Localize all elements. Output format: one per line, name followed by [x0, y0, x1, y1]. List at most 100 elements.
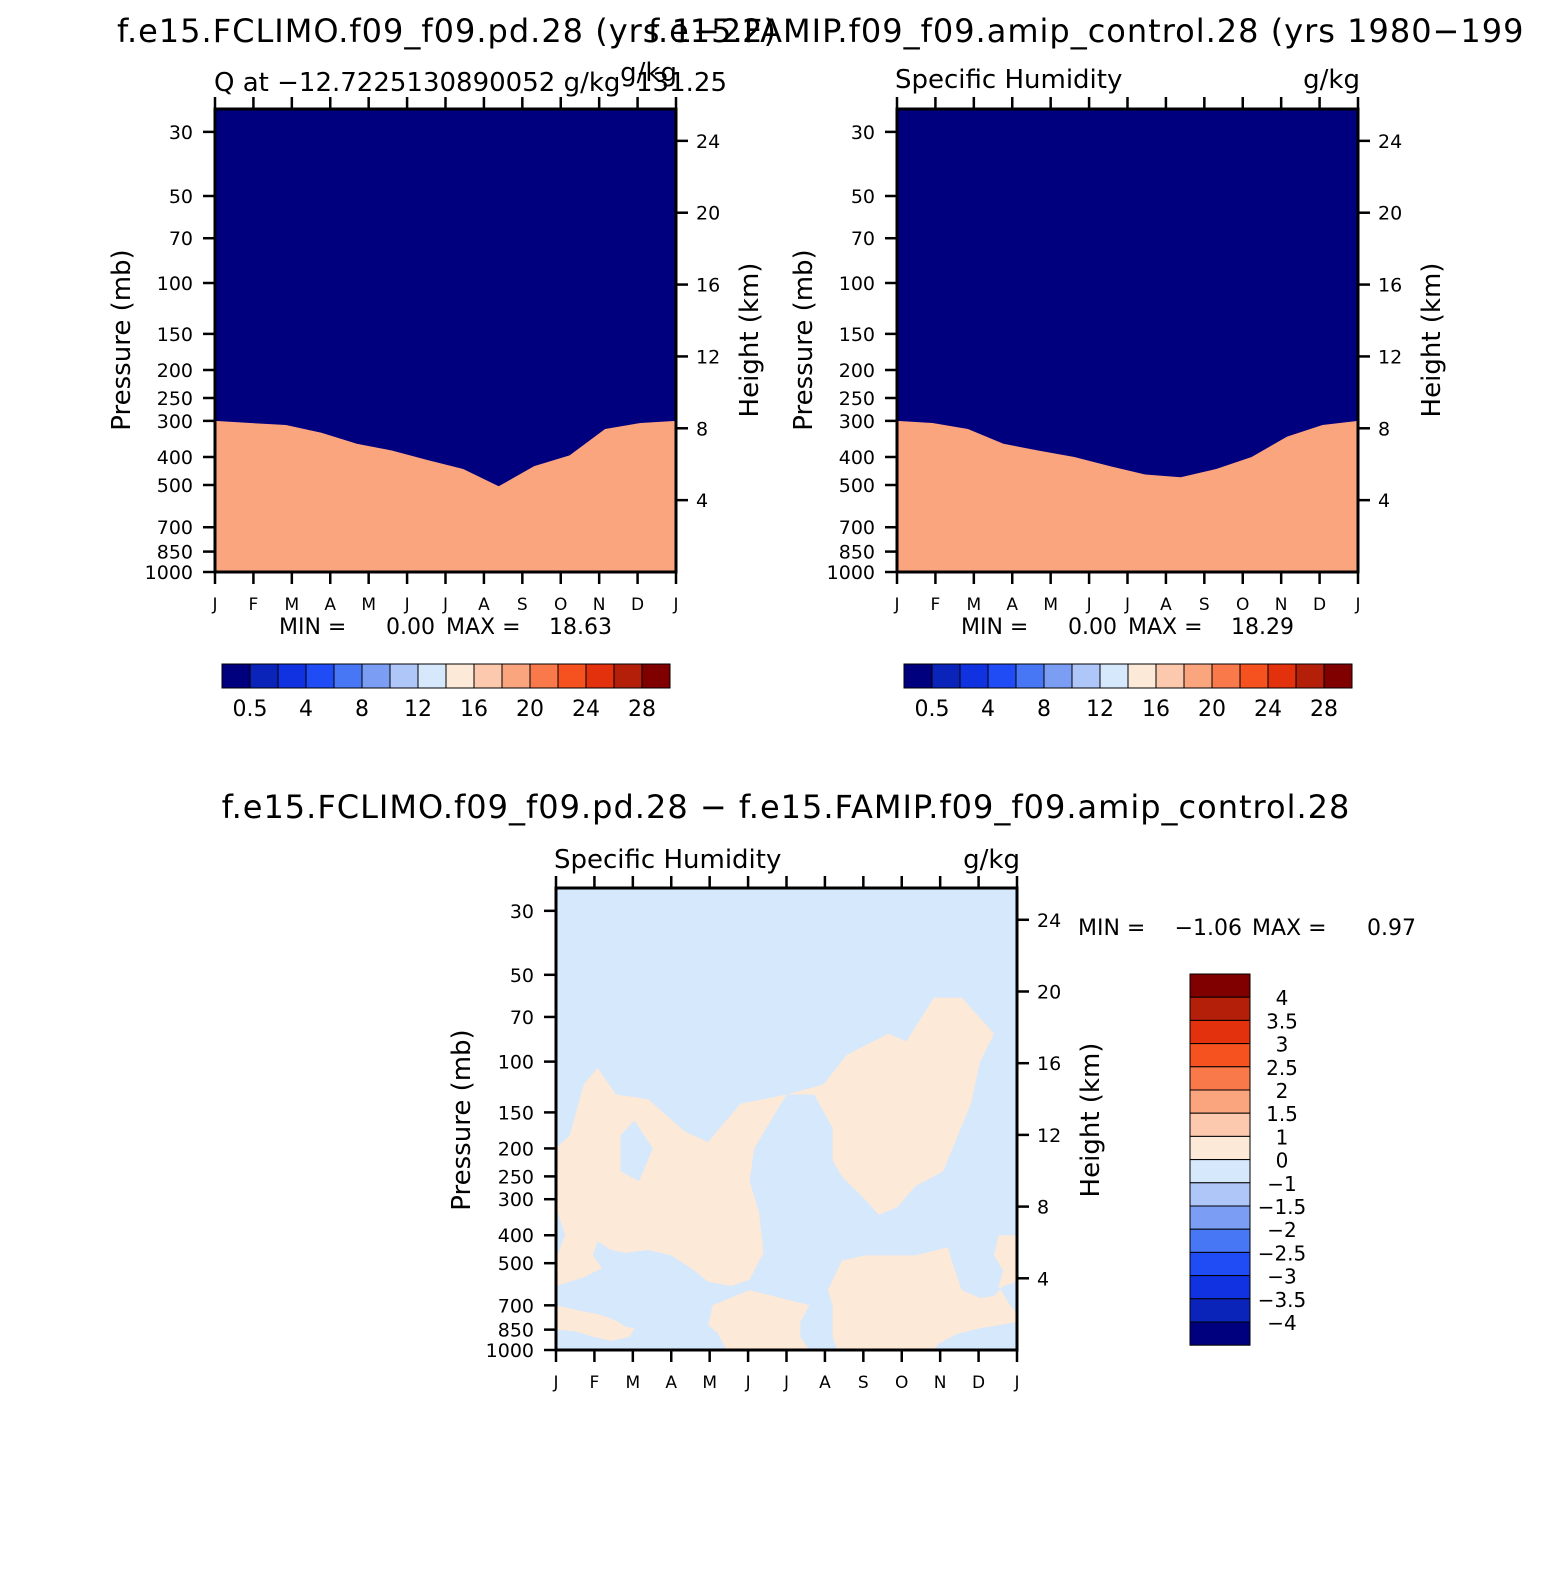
colorbar-label: 24 [1254, 697, 1282, 722]
x-tick-label: D [631, 595, 644, 615]
colorbar-swatch [585, 663, 615, 689]
panel-2-contour-fill [897, 109, 1358, 572]
colorbar-label: −3.5 [1258, 1288, 1307, 1312]
y-tick-label: 70 [169, 228, 193, 250]
x-tick-label: J [672, 595, 678, 615]
colorbar-label: 16 [1142, 697, 1170, 722]
x-tick-label: J [211, 595, 217, 615]
colorbar-swatch [305, 663, 335, 689]
x-tick-label: A [1006, 595, 1018, 615]
y-tick-label: 1000 [145, 562, 193, 584]
panel-2-ylabel: Pressure (mb) [789, 249, 819, 430]
x-tick-label: J [893, 595, 899, 615]
colorbar-label: 12 [1086, 697, 1114, 722]
y-tick-label: 30 [851, 122, 875, 144]
y-tick-label: 250 [839, 388, 875, 410]
panel-1-colorbar: 0.5 4 8 12 16 20 24 28 [221, 663, 671, 722]
colorbar-label: 4 [1276, 986, 1289, 1010]
y-right-tick-label: 20 [1037, 981, 1061, 1003]
y-tick-label: 850 [498, 1320, 534, 1342]
colorbar-swatch [1267, 663, 1297, 689]
colorbar-swatch [1189, 1205, 1251, 1230]
y-tick-label: 400 [157, 447, 193, 469]
colorbar-label: −2.5 [1258, 1241, 1307, 1265]
y-tick-label: 300 [157, 411, 193, 433]
panel-2-max-value: 18.29 [1231, 615, 1294, 640]
y-tick-label: 70 [510, 1007, 534, 1029]
x-tick-label: M [1043, 595, 1058, 615]
y-tick-label: 1000 [486, 1340, 534, 1362]
y-right-tick-label: 12 [1378, 346, 1402, 368]
y-right-tick-label: 8 [1037, 1197, 1049, 1219]
x-tick-label: A [478, 595, 490, 615]
colorbar-swatch [1189, 1228, 1251, 1253]
panel-3-title: f.e15.FCLIMO.f09_f09.pd.28 − f.e15.FAMIP… [222, 788, 1351, 826]
y-tick-label: 400 [839, 447, 875, 469]
y-tick-label: 50 [851, 186, 875, 208]
contour-band-0.5 [215, 420, 676, 572]
x-tick-label: F [590, 1373, 600, 1393]
x-tick-label: S [858, 1373, 869, 1393]
colorbar-swatch [557, 663, 587, 689]
x-tick-label: N [934, 1373, 947, 1393]
x-tick-label: D [1313, 595, 1326, 615]
panel-1-plot: Q at −12.7225130890052 g/kg 131.25 g/kg … [107, 58, 765, 722]
y-right-tick-label: 4 [1037, 1268, 1049, 1290]
y-right-tick-label: 16 [1378, 275, 1402, 297]
colorbar-swatch [529, 663, 559, 689]
diff-band-positive-1 [828, 1235, 1017, 1350]
x-tick-label: A [324, 595, 336, 615]
panel-2-min-label: MIN = [961, 615, 1028, 640]
colorbar-label: 0 [1276, 1149, 1289, 1173]
y-tick-label: 300 [839, 411, 875, 433]
y-tick-label: 850 [157, 542, 193, 564]
y-right-tick-label: 8 [696, 418, 708, 440]
panel-3-colorbar: 43.532.521.510−1−1.5−2−2.5−3−3.5−4 [1189, 973, 1307, 1346]
panel-3-ylabel: Pressure (mb) [447, 1029, 477, 1210]
y-tick-label: 700 [839, 517, 875, 539]
y-tick-label: 200 [839, 360, 875, 382]
y-tick-label: 100 [157, 273, 193, 295]
colorbar-swatch [1189, 1066, 1251, 1091]
colorbar-label: −1.5 [1258, 1195, 1307, 1219]
colorbar-swatch [1189, 1321, 1251, 1346]
colorbar-swatch [613, 663, 643, 689]
panel-1-subtitle-overlap: 131.25 [636, 68, 727, 98]
colorbar-swatch [1189, 973, 1251, 998]
panel-1-min-value: 0.00 [386, 615, 435, 640]
colorbar-label: 0.5 [233, 697, 268, 722]
y-tick-label: 50 [169, 186, 193, 208]
colorbar-swatch [1189, 1043, 1251, 1068]
y-tick-label: 250 [498, 1166, 534, 1188]
y-tick-label: 70 [851, 228, 875, 250]
panel-3-subtitle-left: Specific Humidity [554, 845, 781, 875]
y-right-tick-label: 20 [696, 203, 720, 225]
colorbar-swatch [1189, 1275, 1251, 1300]
y-tick-label: 700 [157, 517, 193, 539]
colorbar-label: −2 [1267, 1218, 1296, 1242]
x-tick-label: A [665, 1373, 677, 1393]
panel-3-contour-fill [556, 888, 1017, 1350]
y-right-tick-label: 20 [1378, 203, 1402, 225]
y-tick-label: 100 [498, 1052, 534, 1074]
colorbar-swatch [1099, 663, 1129, 689]
colorbar-swatch [389, 663, 419, 689]
y-right-tick-label: 16 [696, 275, 720, 297]
x-tick-label: D [972, 1373, 985, 1393]
panel-3-plot: Specific Humidity g/kg J F M A M J J A S O N D J3050… [447, 845, 1416, 1393]
x-tick-label: J [404, 595, 410, 615]
panel-2-min-value: 0.00 [1068, 615, 1117, 640]
colorbar-swatch [1189, 1089, 1251, 1114]
y-tick-label: 700 [498, 1295, 534, 1317]
colorbar-swatch [1189, 1019, 1251, 1045]
panel-2-subtitle-left: Specific Humidity [895, 65, 1122, 95]
diff-band-negative-pocket [620, 1120, 653, 1182]
y-right-tick-label: 4 [1378, 490, 1390, 512]
colorbar-swatch [1211, 663, 1241, 689]
panel-2-colorbar: 0.5 4 8 12 16 20 24 28 [903, 663, 1353, 722]
colorbar-label: 2 [1276, 1079, 1289, 1103]
colorbar-label: 2.5 [1266, 1056, 1298, 1080]
colorbar-label: 20 [516, 697, 544, 722]
